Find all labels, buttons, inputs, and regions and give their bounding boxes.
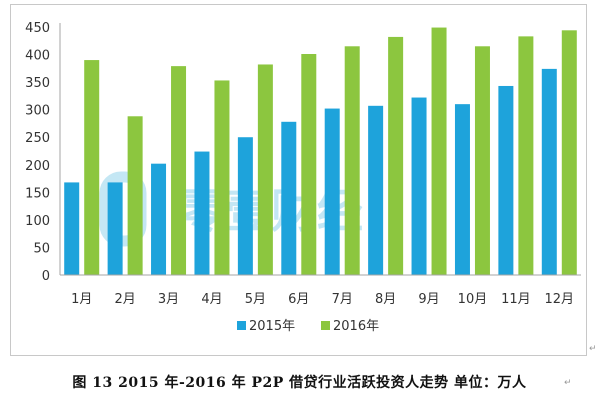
bar-2015年-6月 xyxy=(281,121,297,276)
y-tick-label: 0 xyxy=(42,269,50,284)
paragraph-mark-icon: ↵ xyxy=(564,378,572,388)
bar-2016年-4月 xyxy=(214,80,230,275)
watermark: 零壹财经 xyxy=(99,171,363,247)
bar-2016年-9月 xyxy=(431,27,447,275)
bar-2015年-10月 xyxy=(454,104,470,276)
bar-2016年-2月 xyxy=(127,116,143,275)
legend-swatch xyxy=(321,321,330,330)
x-tick-label: 7月 xyxy=(332,292,353,307)
x-axis-labels: 1月 2月 3月 4月 5月 6月 7月 8月 9月 10月 11月 12月 xyxy=(71,292,574,307)
y-tick-label: 150 xyxy=(25,186,50,201)
bar-2016年-1月 xyxy=(84,60,100,275)
y-tick-label: 200 xyxy=(25,159,50,174)
x-tick-label: 10月 xyxy=(458,292,488,307)
bar-2015年-7月 xyxy=(324,108,340,275)
paragraph-mark-icon: ↵ xyxy=(589,344,597,354)
bar-2015年-5月 xyxy=(237,137,253,275)
axis-lines xyxy=(59,23,581,276)
bar-2016年-7月 xyxy=(344,46,360,276)
bar-2016年-5月 xyxy=(257,64,273,275)
legend-swatch xyxy=(237,321,246,330)
bar-2015年-2月 xyxy=(107,182,123,275)
x-tick-label: 11月 xyxy=(501,292,531,307)
bar-2016年-6月 xyxy=(301,54,317,276)
y-tick-label: 400 xyxy=(25,49,50,64)
bar-2016年-3月 xyxy=(171,66,187,275)
x-tick-label: 9月 xyxy=(418,292,439,307)
figure-caption: 图 13 2015 年-2016 年 P2P 借贷行业活跃投资人走势 单位：万人 xyxy=(72,375,527,391)
bar-2015年-8月 xyxy=(368,105,384,275)
bar-2016年-8月 xyxy=(388,36,404,275)
bar-2015年-3月 xyxy=(151,163,167,275)
y-tick-label: 350 xyxy=(25,76,50,91)
x-tick-label: 5月 xyxy=(245,292,266,307)
y-tick-label: 450 xyxy=(25,21,50,36)
bar-2016年-12月 xyxy=(561,30,577,275)
chart-svg: 零壹财经 0 50 100 150 200 250 300 350 400 450 1月 2月 3月 4… xyxy=(25,21,581,334)
bar-2015年-1月 xyxy=(64,182,80,275)
y-tick-label: 50 xyxy=(33,241,50,256)
y-tick-label: 250 xyxy=(25,131,50,146)
y-axis-labels: 0 50 100 150 200 250 300 350 400 450 xyxy=(25,21,50,284)
legend-label: 2016年 xyxy=(333,319,379,334)
x-tick-label: 3月 xyxy=(158,292,179,307)
x-tick-label: 2月 xyxy=(114,292,135,307)
bar-2015年-11月 xyxy=(498,85,514,275)
y-tick-label: 300 xyxy=(25,104,50,119)
bar-2015年-9月 xyxy=(411,97,427,275)
bar-2015年-4月 xyxy=(194,151,210,275)
x-tick-label: 8月 xyxy=(375,292,396,307)
x-tick-label: 4月 xyxy=(201,292,222,307)
bar-2016年-10月 xyxy=(474,46,490,276)
bar-2015年-12月 xyxy=(541,68,557,275)
legend-label: 2015年 xyxy=(249,319,295,334)
y-tick-label: 100 xyxy=(25,214,50,229)
bar-2016年-11月 xyxy=(518,36,534,275)
x-tick-label: 1月 xyxy=(71,292,92,307)
x-tick-label: 6月 xyxy=(288,292,309,307)
legend: 2015年 2016年 xyxy=(237,319,379,334)
x-tick-label: 12月 xyxy=(545,292,575,307)
bars xyxy=(64,27,577,276)
chart-frame: 零壹财经 0 50 100 150 200 250 300 350 400 450 1月 2月 3月 4… xyxy=(10,4,587,356)
